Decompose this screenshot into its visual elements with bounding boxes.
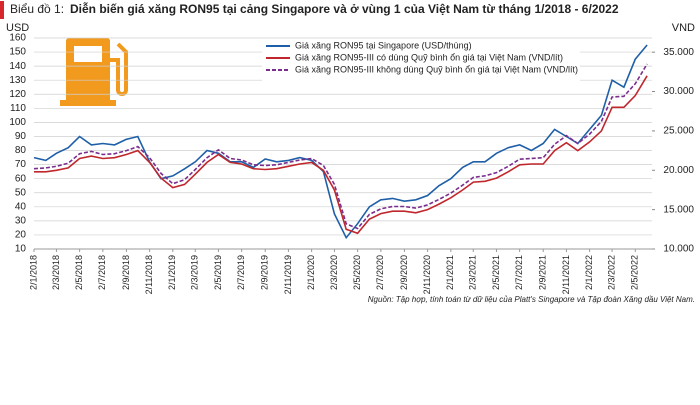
x-tick-label: 2/11/2020: [422, 255, 432, 294]
x-tick-label: 2/11/2018: [144, 255, 154, 294]
y-tick-label: 130: [9, 75, 26, 86]
x-tick-label: 2/1/2018: [28, 255, 38, 290]
x-tick-label: 2/5/2019: [213, 255, 223, 290]
x-tick-label: 2/7/2021: [514, 255, 524, 290]
y2-tick-label: 35.000: [663, 47, 694, 58]
y2-tick-label: 15.000: [663, 204, 694, 215]
x-tick-label: 2/5/2020: [352, 255, 362, 290]
y-tick-label: 70: [15, 159, 27, 170]
x-tick-label: 2/5/2022: [630, 255, 640, 290]
x-tick-label: 2/3/2018: [51, 255, 61, 290]
legend-label: Giá xăng RON95-III không dùng Quỹ bình ổ…: [295, 64, 578, 74]
x-tick-label: 2/1/2021: [445, 255, 455, 290]
x-tick-label: 2/7/2020: [375, 255, 385, 290]
y-axis-label: USD: [6, 22, 29, 34]
x-tick-label: 2/7/2019: [236, 255, 246, 290]
y-tick-label: 80: [15, 145, 27, 156]
series-line: [34, 75, 648, 235]
y-tick-label: 90: [15, 131, 27, 142]
y-tick-label: 30: [15, 216, 27, 227]
y-tick-label: 50: [15, 187, 27, 198]
chart-label: Biểu đồ 1:: [10, 2, 64, 16]
x-tick-label: 2/7/2018: [97, 255, 107, 290]
source-note: Nguồn: Tập hợp, tính toán từ dữ liệu của…: [368, 295, 695, 304]
x-tick-label: 2/9/2020: [399, 255, 409, 290]
series-line: [33, 63, 648, 230]
y2-tick-label: 10.000: [663, 244, 694, 255]
y-tick-label: 40: [15, 201, 27, 212]
y2-tick-label: 20.000: [663, 165, 694, 176]
legend-label: Giá xăng RON95-III có dùng Quỹ bình ổn g…: [295, 52, 563, 62]
y-tick-label: 160: [9, 33, 26, 44]
y-tick-label: 20: [15, 230, 27, 241]
y-tick-label: 140: [9, 61, 26, 72]
y-tick-label: 60: [15, 173, 27, 184]
title-marker: [0, 1, 4, 19]
x-tick-label: 2/5/2021: [491, 255, 501, 290]
x-tick-label: 2/1/2020: [306, 255, 316, 290]
x-tick-label: 2/11/2019: [283, 255, 293, 294]
x-tick-label: 2/1/2019: [167, 255, 177, 290]
y-tick-label: 110: [10, 103, 26, 114]
x-tick-label: 2/3/2020: [329, 255, 339, 290]
y-tick-label: 100: [9, 117, 26, 128]
x-tick-label: 2/11/2021: [561, 255, 571, 294]
x-tick-label: 2/1/2022: [584, 255, 594, 290]
y2-tick-label: 25.000: [663, 126, 694, 137]
x-tick-label: 2/3/2019: [190, 255, 200, 290]
legend-label: Giá xăng RON95 tại Singapore (USD/thùng): [295, 40, 472, 50]
y2-axis-label: VND: [672, 22, 695, 34]
y2-tick-label: 30.000: [663, 86, 694, 97]
y-tick-label: 150: [9, 47, 26, 58]
legend-box: [262, 39, 580, 81]
x-tick-label: 2/9/2018: [121, 255, 131, 290]
x-tick-label: 2/5/2018: [74, 255, 84, 290]
chart-title: Diễn biến giá xăng RON95 tại cảng Singap…: [70, 1, 619, 16]
x-tick-label: 2/3/2022: [606, 255, 616, 290]
y-tick-label: 120: [9, 89, 26, 100]
x-tick-label: 2/9/2021: [538, 255, 548, 290]
x-tick-label: 2/3/2021: [468, 255, 478, 290]
x-tick-label: 2/9/2019: [260, 255, 270, 290]
series-line: [33, 44, 648, 240]
y-tick-label: 10: [15, 244, 27, 255]
